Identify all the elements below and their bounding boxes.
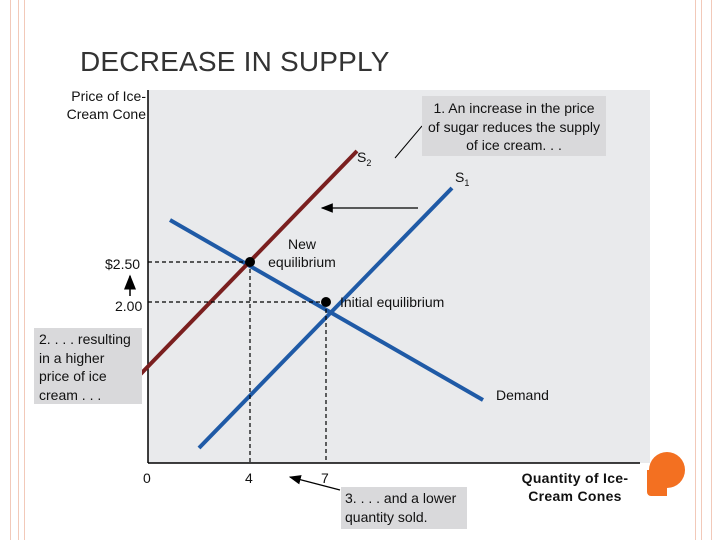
y-axis-label: Price of Ice-Cream Cone (66, 88, 146, 122)
new-equilibrium-label: New equilibrium (268, 236, 336, 270)
s1-label: S1 (455, 169, 470, 188)
slide-frame (10, 0, 712, 540)
callout-line-s2 (394, 125, 423, 159)
frame-rule (701, 0, 702, 540)
x-tick-label: 0 (143, 470, 151, 486)
annotation-step-3: 3. . . . and a lower quantity sold. (341, 487, 467, 529)
annotation-step-2: 2. . . . resulting in a higher price of … (34, 328, 142, 404)
frame-rule (18, 0, 19, 540)
slide-title: DECREASE IN SUPPLY (80, 46, 390, 77)
initial-equilibrium-label: Initial equilibrium (340, 294, 445, 310)
y-tick-label: $2.50 (105, 256, 141, 272)
y-tick-label: 2.00 (115, 298, 143, 314)
demand-label: Demand (496, 387, 549, 403)
x-axis-label: Quantity of Ice-Cream Cones (521, 470, 629, 504)
decorative-orange-circle (649, 452, 685, 488)
x-tick-label: 7 (321, 470, 329, 486)
annotation-step-1: 1. An increase in the price of sugar red… (422, 96, 606, 156)
x-tick-label: 4 (245, 470, 253, 486)
frame-rule (695, 0, 696, 540)
s2-label: S2 (357, 149, 372, 168)
quantity-arrow (288, 475, 341, 491)
new-equilibrium-point (245, 257, 255, 267)
supply-curve-s2 (129, 149, 359, 386)
initial-equilibrium-point (321, 297, 331, 307)
frame-rule (24, 0, 25, 540)
